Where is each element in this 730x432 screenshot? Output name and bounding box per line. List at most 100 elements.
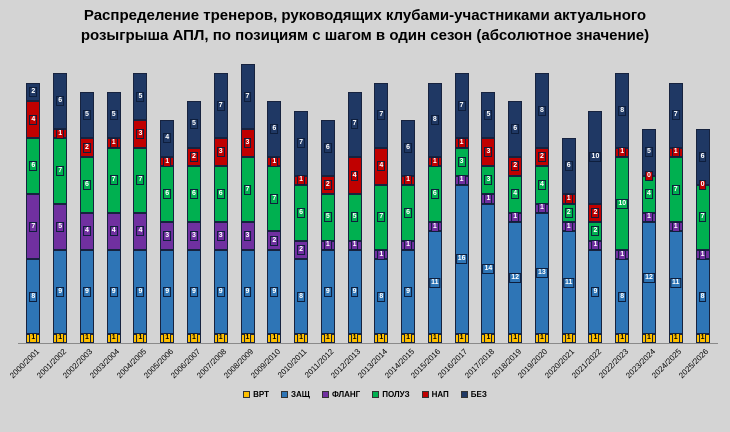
segment-value-label: 1 <box>404 175 413 186</box>
bar-slot-2018-2019: 1 12 1 4 2 6 <box>502 101 529 344</box>
legend-label-zasch: ЗАЩ <box>291 390 310 399</box>
bar-slot-2025-2026: 1 8 1 7 0 6 <box>689 129 716 344</box>
bar-slot-2020-2021: 1 11 1 2 1 6 <box>555 138 582 344</box>
bar-segment-vrt: 1 <box>641 333 656 344</box>
bar-slot-2011-2012: 1 9 1 5 2 6 <box>314 119 341 344</box>
segment-value-label: 6 <box>404 142 413 153</box>
bar-segment-nap: 2 <box>320 175 335 195</box>
bar-segment-nap: 1 <box>106 138 121 149</box>
segment-value-label: 10 <box>589 152 602 163</box>
segment-value-label: 1 <box>350 240 359 251</box>
segment-value-label: 1 <box>457 333 466 344</box>
bar-segment-bez: 5 <box>481 91 496 139</box>
bar-segment-poluz: 4 <box>641 175 656 213</box>
bar-segment-flang: 1 <box>508 212 523 223</box>
bar-segment-bez: 5 <box>106 91 121 139</box>
segment-value-label: 6 <box>564 161 573 172</box>
bar-segment-flang: 1 <box>374 249 389 260</box>
segment-value-label: 1 <box>297 175 305 186</box>
segment-value-label: 9 <box>56 286 65 297</box>
segment-value-label: 3 <box>216 147 225 158</box>
segment-value-label: 9 <box>190 286 198 297</box>
bar-segment-zasch: 8 <box>374 259 389 334</box>
segment-value-label: 5 <box>645 147 653 158</box>
stacked-bar: 1 12 1 4 0 5 <box>641 129 656 344</box>
bar-segment-vrt: 1 <box>320 333 335 344</box>
bar-segment-bez: 6 <box>401 119 416 176</box>
bar-segment-vrt: 1 <box>374 333 389 344</box>
bar-segment-zasch: 8 <box>26 259 41 334</box>
bar-segment-bez: 6 <box>53 73 68 130</box>
bar-segment-vrt: 1 <box>133 333 148 344</box>
bar-segment-vrt: 1 <box>588 333 603 344</box>
bar-segment-poluz: 2 <box>561 203 576 223</box>
segment-value-label: 1 <box>591 240 600 251</box>
bar-segment-bez: 7 <box>668 82 683 148</box>
bar-segment-zasch: 9 <box>160 250 175 334</box>
bar-segment-flang: 4 <box>106 212 121 251</box>
segment-value-label: 4 <box>109 226 118 237</box>
bar-segment-vrt: 1 <box>79 333 94 344</box>
bar-segment-zasch: 12 <box>508 222 523 334</box>
segment-value-label: 7 <box>216 100 225 111</box>
legend-swatch-nap <box>421 391 429 398</box>
bar-segment-flang: 1 <box>320 240 335 251</box>
segment-value-label: 11 <box>562 277 575 288</box>
bar-segment-flang: 3 <box>160 222 175 251</box>
bar-segment-nap: 3 <box>213 138 228 167</box>
stacked-bar: 1 9 1 5 4 7 <box>347 91 362 344</box>
bar-segment-zasch: 11 <box>668 231 683 334</box>
bar-segment-vrt: 1 <box>401 333 416 344</box>
legend-item-poluz: ПОЛУЗ <box>372 390 410 399</box>
segment-value-label: 1 <box>671 221 680 232</box>
segment-value-label: 9 <box>270 286 279 297</box>
bar-segment-vrt: 1 <box>481 333 496 344</box>
segment-value-label: 1 <box>56 128 65 139</box>
bar-slot-2013-2014: 1 8 1 7 4 7 <box>368 82 395 344</box>
bar-segment-flang: 1 <box>695 249 710 260</box>
segment-value-label: 1 <box>377 333 386 344</box>
segment-value-label: 8 <box>297 291 305 302</box>
segment-value-label: 6 <box>430 189 439 200</box>
segment-value-label: 5 <box>109 110 118 121</box>
bar-segment-poluz: 6 <box>427 166 442 223</box>
segment-value-label: 1 <box>430 156 439 167</box>
segment-value-label: 11 <box>429 277 441 288</box>
chart-title-line2: розыгрыша АПЛ, по позициям с шагом в оди… <box>80 26 650 44</box>
legend-item-bez: БЕЗ <box>460 390 487 399</box>
segment-value-label: 1 <box>216 333 225 344</box>
segment-value-label: 1 <box>136 333 145 344</box>
bar-segment-poluz: 7 <box>668 157 683 223</box>
bar-slot-2015-2016: 1 11 1 6 1 8 <box>421 82 448 344</box>
segment-value-label: 1 <box>323 240 332 251</box>
segment-value-label: 1 <box>29 333 38 344</box>
bar-segment-bez: 5 <box>133 73 148 120</box>
segment-value-label: 6 <box>190 189 198 200</box>
bar-segment-nap: 1 <box>427 156 442 167</box>
bar-segment-bez: 5 <box>79 91 94 139</box>
segment-value-label: 1 <box>564 193 573 204</box>
x-axis-labels: 2000/2001 2001/2002 2002/2003 2003/2004 2004… <box>8 344 718 394</box>
segment-value-label: 4 <box>163 133 172 144</box>
segment-value-label: 2 <box>29 86 38 97</box>
bar-segment-zasch: 8 <box>695 259 710 334</box>
segment-value-label: 7 <box>671 110 680 121</box>
bar-segment-zasch: 9 <box>267 250 282 334</box>
segment-value-label: 7 <box>377 212 386 223</box>
bar-segment-bez: 7 <box>213 73 228 139</box>
bar-segment-vrt: 1 <box>561 333 576 344</box>
bar-segment-zasch: 8 <box>615 259 630 334</box>
bar-segment-flang: 1 <box>401 240 416 251</box>
segment-value-label: 7 <box>698 212 707 223</box>
bar-segment-nap: 3 <box>240 129 255 158</box>
segment-value-label: 1 <box>591 333 600 344</box>
bar-slot-2009-2010: 1 9 2 7 1 6 <box>261 101 288 344</box>
bar-segment-flang: 3 <box>213 222 228 251</box>
bar-segment-bez: 8 <box>427 82 442 158</box>
bar-segment-zasch: 14 <box>481 203 496 334</box>
stacked-bar: 1 9 3 7 3 7 <box>240 64 255 344</box>
segment-value-label: 1 <box>430 333 439 344</box>
segment-value-label: 3 <box>163 231 172 242</box>
bar-slot-2004-2005: 1 9 4 7 3 5 <box>127 73 154 344</box>
segment-value-label: 2 <box>511 161 520 172</box>
